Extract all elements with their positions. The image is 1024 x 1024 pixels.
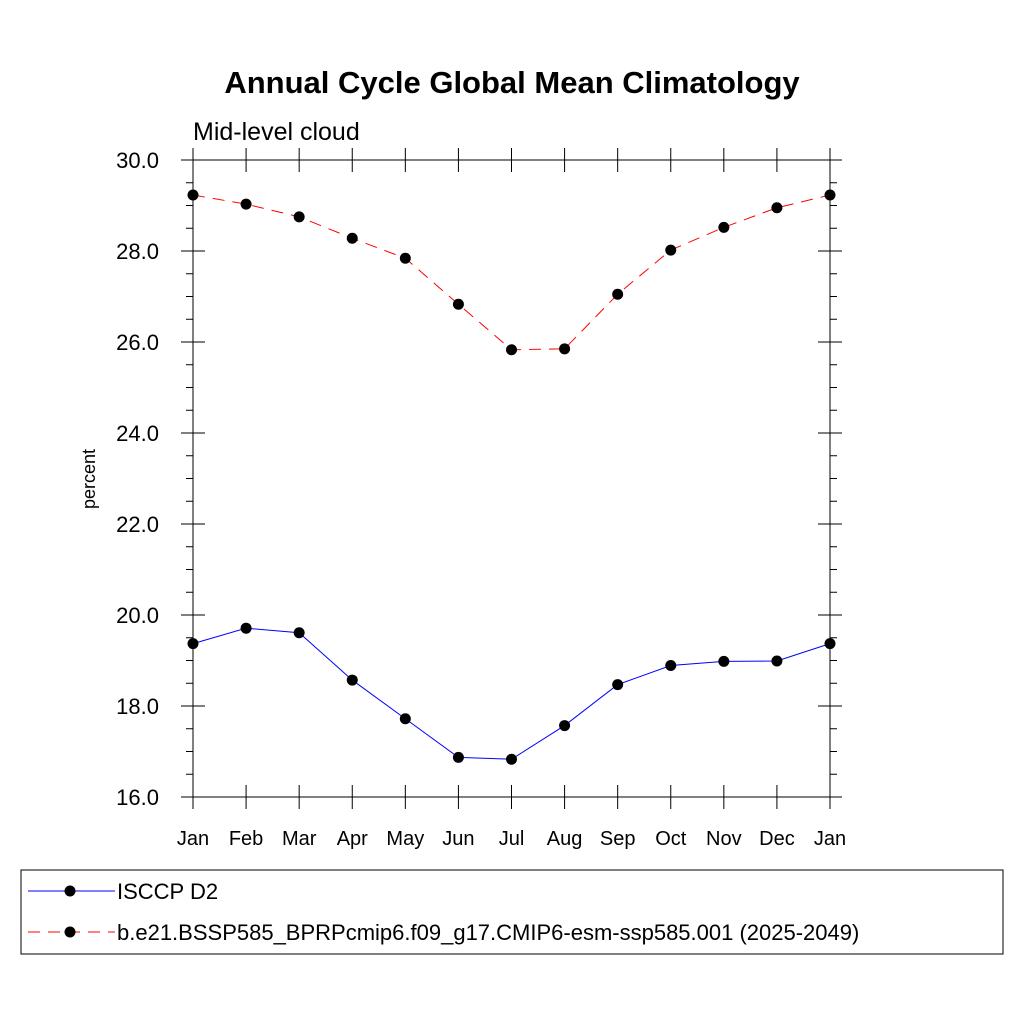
series-1-point bbox=[452, 751, 464, 763]
x-tick-label: Nov bbox=[706, 828, 742, 850]
y-tick-label: 28.0 bbox=[116, 239, 159, 264]
series-1-point bbox=[612, 679, 624, 691]
y-tick-labels: 16.0 18.0 20.0 22.0 24.0 26.0 28.0 30.0 bbox=[116, 148, 159, 810]
x-tick-label: Jan bbox=[177, 828, 209, 850]
x-tick-label: Aug bbox=[547, 828, 583, 850]
legend-label-1: ISCCP D2 bbox=[117, 879, 218, 904]
y-tick-label: 16.0 bbox=[116, 785, 159, 810]
x-tick-label: Jan bbox=[814, 828, 846, 850]
x-tick-label: Jun bbox=[442, 828, 474, 850]
series-2-point bbox=[665, 244, 677, 256]
chart-title: Annual Cycle Global Mean Climatology bbox=[224, 65, 800, 100]
x-tick-label: Apr bbox=[337, 828, 368, 850]
series-2-point bbox=[559, 343, 571, 355]
major-ticks bbox=[181, 148, 842, 809]
y-tick-label: 20.0 bbox=[116, 603, 159, 628]
x-tick-label: Mar bbox=[282, 828, 317, 850]
y-axis-label: percent bbox=[79, 449, 99, 509]
series-2-point bbox=[187, 189, 199, 201]
plot-frame bbox=[192, 159, 831, 798]
series-2-point bbox=[346, 232, 358, 244]
legend-label-2: b.e21.BSSP585_BPRPcmip6.f09_g17.CMIP6-es… bbox=[117, 920, 859, 945]
series-lines bbox=[192, 194, 831, 760]
series-1-point bbox=[771, 655, 783, 667]
x-tick-label: May bbox=[386, 828, 424, 850]
series-2-point bbox=[240, 198, 252, 210]
series-2-point bbox=[718, 221, 730, 233]
series-1-point bbox=[824, 638, 836, 650]
series-points bbox=[187, 189, 836, 765]
legend: ISCCP D2 b.e21.BSSP585_BPRPcmip6.f09_g17.… bbox=[28, 879, 859, 945]
x-tick-label: Jul bbox=[499, 828, 525, 850]
series-1-point bbox=[399, 713, 411, 725]
series-1-point bbox=[559, 720, 571, 732]
series-1-point bbox=[346, 674, 358, 686]
x-tick-label: Feb bbox=[229, 828, 263, 850]
series-2-point bbox=[612, 288, 624, 300]
y-tick-label: 26.0 bbox=[116, 330, 159, 355]
legend-box bbox=[20, 869, 1004, 955]
y-tick-label: 24.0 bbox=[116, 421, 159, 446]
legend-marker-1 bbox=[64, 885, 76, 897]
series-line-2 bbox=[192, 194, 831, 351]
x-tick-label: Dec bbox=[759, 828, 795, 850]
series-1-point bbox=[718, 655, 730, 667]
x-tick-label: Sep bbox=[600, 828, 636, 850]
x-tick-label: Oct bbox=[655, 828, 687, 850]
series-1-point bbox=[240, 622, 252, 634]
legend-marker-2 bbox=[64, 926, 76, 938]
series-1-point bbox=[293, 627, 305, 639]
series-2-point bbox=[399, 252, 411, 264]
series-2-point bbox=[452, 298, 464, 310]
y-tick-label: 18.0 bbox=[116, 694, 159, 719]
series-2-point bbox=[824, 189, 836, 201]
x-tick-labels: Jan Feb Mar Apr May Jun Jul Aug Sep Oct Nov Dec Jan bbox=[177, 828, 846, 850]
series-line-1 bbox=[192, 627, 831, 760]
series-1-point bbox=[665, 660, 677, 672]
series-2-point bbox=[293, 211, 305, 223]
series-1-point bbox=[506, 753, 517, 765]
series-2-point bbox=[771, 202, 783, 214]
y-tick-label: 30.0 bbox=[116, 148, 159, 173]
minor-ticks bbox=[186, 182, 837, 775]
series-1-point bbox=[187, 638, 199, 650]
y-tick-label: 22.0 bbox=[116, 512, 159, 537]
chart-subtitle: Mid-level cloud bbox=[193, 118, 360, 146]
series-2-point bbox=[506, 344, 517, 356]
